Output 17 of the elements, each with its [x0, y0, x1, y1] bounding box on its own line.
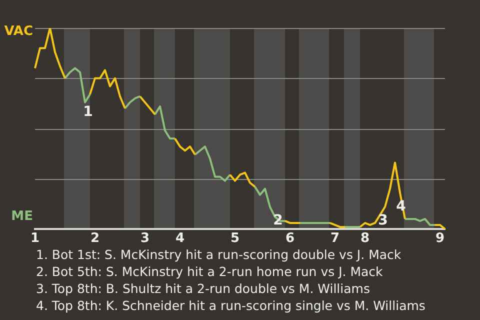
text: 3. Top 8th: B. Shultz hit a 2-run double vs M. Williams [36, 280, 371, 297]
x-tick-label: 6 [285, 231, 295, 246]
x-tick-label: 8 [360, 231, 370, 246]
x-tick-label: 3 [140, 231, 150, 246]
x-tick-label: 7 [330, 231, 340, 246]
text: VAC [3, 24, 33, 39]
x-tick-label: 1 [30, 231, 40, 246]
annotation: 3 [378, 212, 388, 229]
text: 1. Bot 1st: S. McKinstry hit a run-scoring double vs J. Mack [36, 246, 402, 263]
text: 2. Bot 5th: S. McKinstry hit a 2-run home run vs J. Mack [36, 263, 384, 280]
x-tick-label: 5 [230, 231, 240, 246]
x-tick-label: 9 [435, 231, 445, 246]
text: 4. Top 8th: K. Schneider hit a run-scoring single vs M. Williams [36, 297, 426, 314]
text: ME [10, 209, 33, 224]
x-tick-label: 4 [175, 231, 185, 246]
annotation: 1 [83, 104, 93, 120]
x-tick-label: 2 [90, 231, 100, 246]
